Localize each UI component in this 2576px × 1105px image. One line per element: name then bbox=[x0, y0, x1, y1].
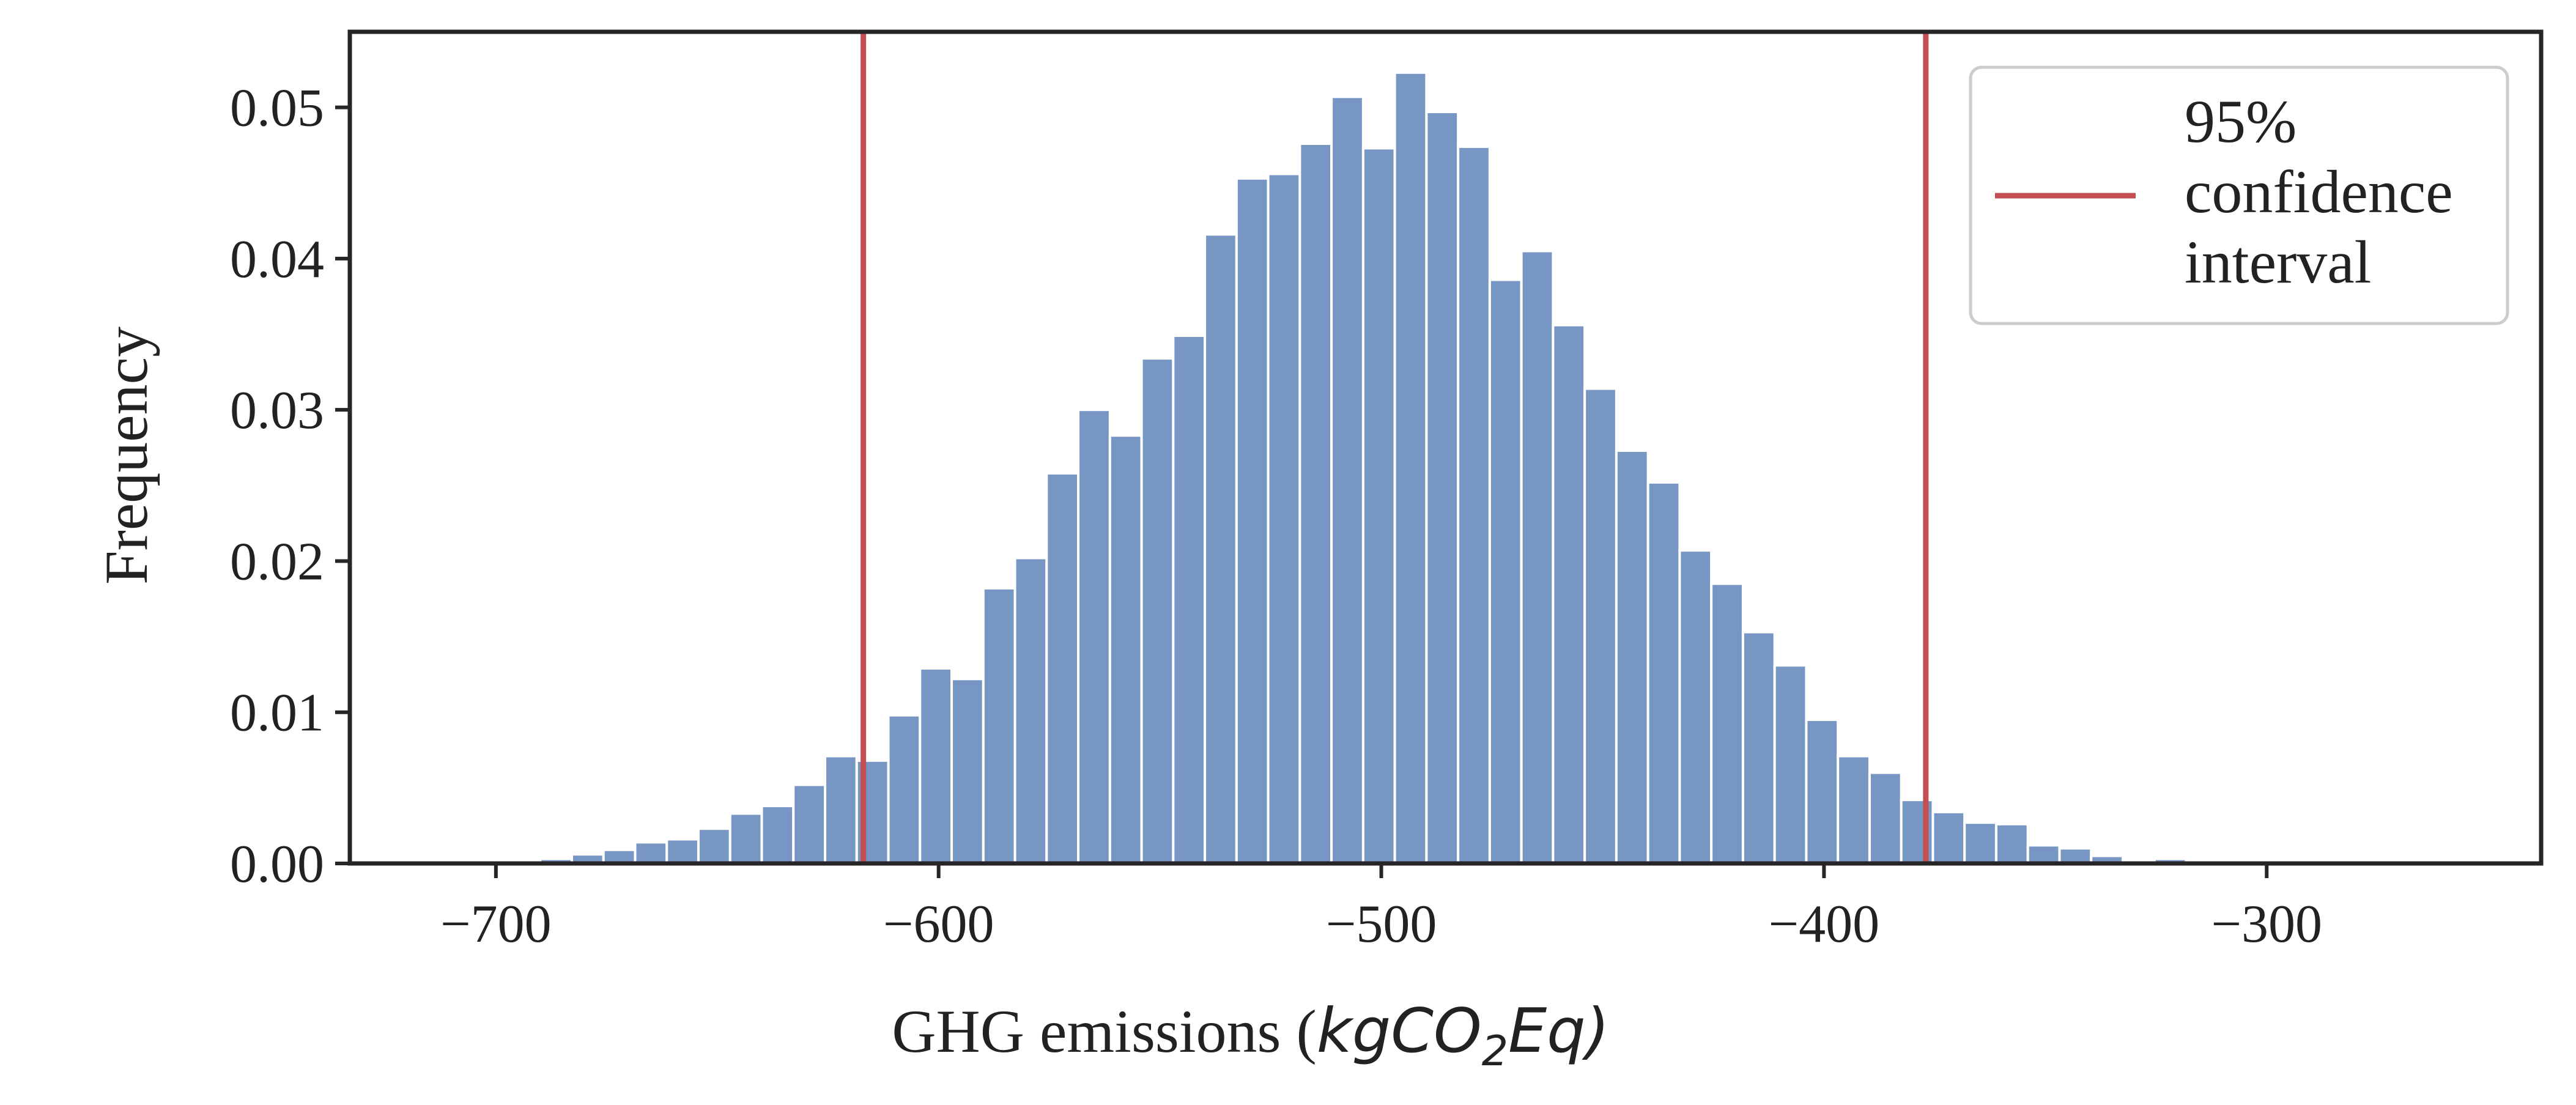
x-axis-title-close: ) bbox=[1582, 995, 1610, 1066]
y-tick-label: 0.00 bbox=[230, 835, 324, 894]
histogram-bar bbox=[1805, 719, 1840, 865]
x-axis-title-unit-base: kgCO bbox=[1317, 995, 1482, 1066]
histogram-bar bbox=[1330, 95, 1364, 865]
legend: 95% confidence interval bbox=[1969, 65, 2509, 325]
histogram-bar bbox=[1931, 810, 1966, 865]
legend-label-line-3: interval bbox=[2185, 228, 2371, 296]
histogram-bar bbox=[792, 783, 827, 865]
y-axis-ticks: 0.00 0.01 0.02 0.03 0.04 0.05 bbox=[230, 79, 350, 894]
histogram-bar bbox=[1520, 249, 1555, 865]
x-tick-label: −700 bbox=[440, 895, 552, 954]
histogram-bars bbox=[539, 71, 2251, 865]
histogram-bar bbox=[2058, 847, 2093, 865]
x-tick-label: −600 bbox=[883, 895, 994, 954]
histogram-bar bbox=[1994, 822, 2029, 865]
histogram-bar bbox=[728, 812, 763, 865]
histogram-bar bbox=[1077, 408, 1111, 865]
histogram-bar bbox=[1583, 387, 1618, 865]
legend-label-line-1: 95% bbox=[2185, 87, 2297, 155]
confidence-interval-lines bbox=[861, 32, 1929, 863]
histogram-bar bbox=[824, 755, 858, 865]
histogram-bar bbox=[697, 827, 731, 865]
histogram-bar bbox=[1837, 755, 1871, 865]
histogram-bar bbox=[1108, 434, 1143, 865]
histogram-bar bbox=[1963, 821, 1997, 865]
histogram-bar bbox=[887, 714, 922, 865]
histogram-bar bbox=[2026, 844, 2061, 865]
x-axis-title-unit-subscript: 2 bbox=[1482, 1027, 1508, 1076]
x-axis-ticks: −700 −600 −500 −400 −300 bbox=[440, 863, 2322, 954]
y-tick-label: 0.04 bbox=[230, 230, 324, 289]
histogram-bar bbox=[1741, 630, 1776, 865]
histogram-bar bbox=[634, 841, 668, 865]
histogram-bar bbox=[1678, 549, 1713, 865]
x-axis-title-unit-rest: Eq bbox=[1508, 995, 1586, 1066]
histogram-bar bbox=[1235, 177, 1270, 865]
y-tick-label: 0.03 bbox=[230, 381, 324, 440]
histogram-bar bbox=[950, 678, 985, 865]
plot-frame bbox=[347, 29, 2544, 866]
legend-label-line-2: confidence bbox=[2185, 158, 2453, 226]
histogram-bar bbox=[1172, 334, 1207, 865]
histogram-bar bbox=[1646, 481, 1681, 865]
x-tick-label: −300 bbox=[2211, 895, 2322, 954]
histogram-bar bbox=[760, 805, 795, 865]
histogram-bar bbox=[1615, 449, 1649, 865]
histogram-bar bbox=[1267, 172, 1301, 865]
x-tick-label: −500 bbox=[1326, 895, 1437, 954]
legend-box bbox=[1969, 65, 2509, 325]
histogram-bar bbox=[1298, 142, 1333, 865]
histogram-bar bbox=[1868, 771, 1903, 865]
y-tick-label: 0.05 bbox=[230, 79, 324, 138]
histogram-bar bbox=[1773, 664, 1808, 865]
x-axis-title: GHG emissions (kgCO2Eq) bbox=[892, 995, 1609, 1076]
histogram-bar bbox=[1457, 145, 1491, 865]
histogram-bar bbox=[665, 838, 700, 865]
histogram-bar bbox=[1710, 582, 1744, 865]
histogram-bar bbox=[1045, 472, 1080, 865]
histogram-bar bbox=[1393, 71, 1428, 865]
histogram-bar bbox=[1361, 147, 1396, 865]
x-tick-label: −400 bbox=[1769, 895, 1880, 954]
x-axis-title-text: GHG emissions ( bbox=[892, 997, 1316, 1065]
y-axis-title: Frequency bbox=[92, 327, 160, 585]
histogram-bar bbox=[1013, 556, 1048, 865]
histogram-bar bbox=[1552, 323, 1586, 865]
histogram-bar bbox=[1140, 357, 1175, 865]
y-tick-label: 0.02 bbox=[230, 532, 324, 591]
histogram-bar bbox=[1488, 278, 1523, 865]
histogram-bar bbox=[919, 667, 953, 865]
histogram-bar bbox=[1204, 233, 1238, 865]
y-tick-label: 0.01 bbox=[230, 684, 324, 743]
histogram-bar bbox=[1425, 111, 1460, 865]
histogram-bar bbox=[982, 586, 1016, 865]
